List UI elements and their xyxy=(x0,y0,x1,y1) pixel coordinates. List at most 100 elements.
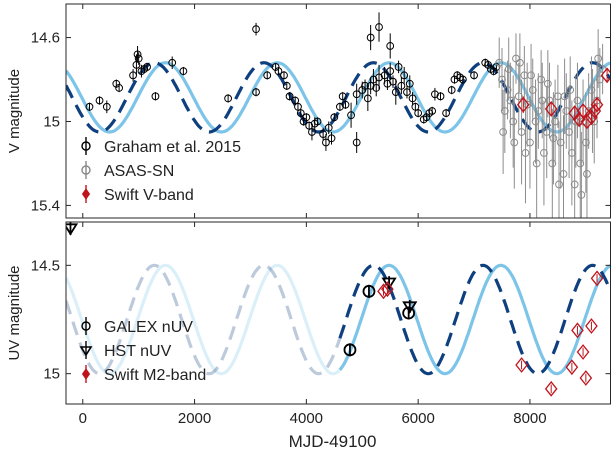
data-point xyxy=(510,138,519,147)
data-point xyxy=(571,322,584,339)
data-point xyxy=(532,159,541,168)
data-point xyxy=(470,71,478,80)
data-point xyxy=(588,103,602,119)
data-point xyxy=(489,67,498,76)
data-point xyxy=(330,113,339,122)
top-legend: Graham et al. 2015 ASAS-SN Swift V-band xyxy=(81,137,241,204)
data-point xyxy=(305,121,314,130)
legend-label: GALEX nUV xyxy=(104,319,193,336)
y-tick-label: 15 xyxy=(43,113,60,130)
data-point xyxy=(313,117,322,126)
data-point xyxy=(282,81,291,90)
data-point xyxy=(555,180,563,189)
data-point xyxy=(509,117,518,126)
data-point xyxy=(543,79,552,88)
data-point xyxy=(386,42,395,50)
legend-marker xyxy=(81,321,91,331)
data-point xyxy=(366,33,375,42)
data-point xyxy=(389,77,397,86)
legend-label: Swift M2-band xyxy=(104,367,206,384)
data-point xyxy=(308,128,316,136)
data-point xyxy=(299,117,308,126)
data-point xyxy=(341,100,350,109)
data-point xyxy=(562,107,571,115)
data-point xyxy=(499,128,508,136)
data-point xyxy=(516,96,530,113)
data-point xyxy=(168,58,177,67)
data-point xyxy=(422,113,431,122)
legend-marker xyxy=(81,188,91,200)
data-point xyxy=(442,109,451,117)
data-point xyxy=(587,86,596,94)
data-point xyxy=(252,25,260,34)
data-point xyxy=(538,96,547,105)
x-tick-label: 2000 xyxy=(178,410,211,427)
data-point xyxy=(506,96,515,105)
data-point xyxy=(579,370,593,386)
top-panel: 14.6 15 15.4 V magnitude Graham et al. 2015 A… xyxy=(6,3,611,219)
data-point xyxy=(363,94,372,103)
data-point xyxy=(585,318,598,334)
data-point xyxy=(523,100,532,109)
data-point xyxy=(590,270,604,287)
bottom-model-dashed xyxy=(338,263,611,376)
data-point xyxy=(542,128,551,136)
data-point xyxy=(504,65,513,73)
data-point xyxy=(179,67,188,76)
data-point xyxy=(95,96,104,105)
data-point xyxy=(576,159,585,168)
data-point xyxy=(394,63,403,71)
x-tick-label: 4000 xyxy=(290,410,323,427)
data-point xyxy=(133,50,142,59)
legend-label: Swift V-band xyxy=(104,187,194,204)
data-point xyxy=(548,159,557,168)
data-point xyxy=(577,191,586,199)
data-point xyxy=(402,301,418,314)
data-point xyxy=(492,63,501,71)
x-tick-label: 8000 xyxy=(513,410,546,427)
data-point xyxy=(280,71,288,80)
data-point xyxy=(500,107,509,115)
data-point xyxy=(565,128,573,136)
data-point xyxy=(381,281,394,298)
data-point xyxy=(527,71,535,80)
data-point xyxy=(515,357,528,373)
data-point xyxy=(115,84,124,92)
legend-marker xyxy=(81,368,91,380)
data-point xyxy=(447,86,456,94)
data-point xyxy=(380,71,389,80)
data-point xyxy=(526,138,534,147)
legend-entry: Swift V-band xyxy=(81,185,194,204)
data-point xyxy=(544,380,558,397)
data-point xyxy=(567,149,576,157)
y-tick-label: 15 xyxy=(43,366,60,383)
legend-entry: ASAS-SN xyxy=(81,161,174,180)
legend-marker xyxy=(81,141,91,151)
data-point xyxy=(576,344,590,360)
top-y-axis-label: V magnitude xyxy=(6,69,23,153)
data-point xyxy=(285,92,294,101)
data-point xyxy=(414,109,423,117)
data-point xyxy=(408,94,417,103)
data-point xyxy=(581,138,590,147)
data-point xyxy=(566,86,575,94)
data-point xyxy=(397,81,406,90)
data-point xyxy=(544,100,558,117)
data-point xyxy=(352,90,361,99)
data-point xyxy=(319,130,328,138)
series-swift-v-band xyxy=(516,67,611,130)
data-point xyxy=(498,75,506,84)
data-point xyxy=(551,117,560,126)
data-point xyxy=(252,88,260,97)
data-point xyxy=(347,111,355,120)
bottom-model-solid xyxy=(338,263,611,376)
data-point xyxy=(291,96,300,105)
data-point xyxy=(400,71,409,80)
data-point xyxy=(405,79,414,88)
series-asas-sn xyxy=(495,29,607,218)
data-point xyxy=(134,54,143,63)
data-point xyxy=(383,79,392,88)
top-plot-area xyxy=(66,12,611,218)
data-point xyxy=(271,63,280,71)
